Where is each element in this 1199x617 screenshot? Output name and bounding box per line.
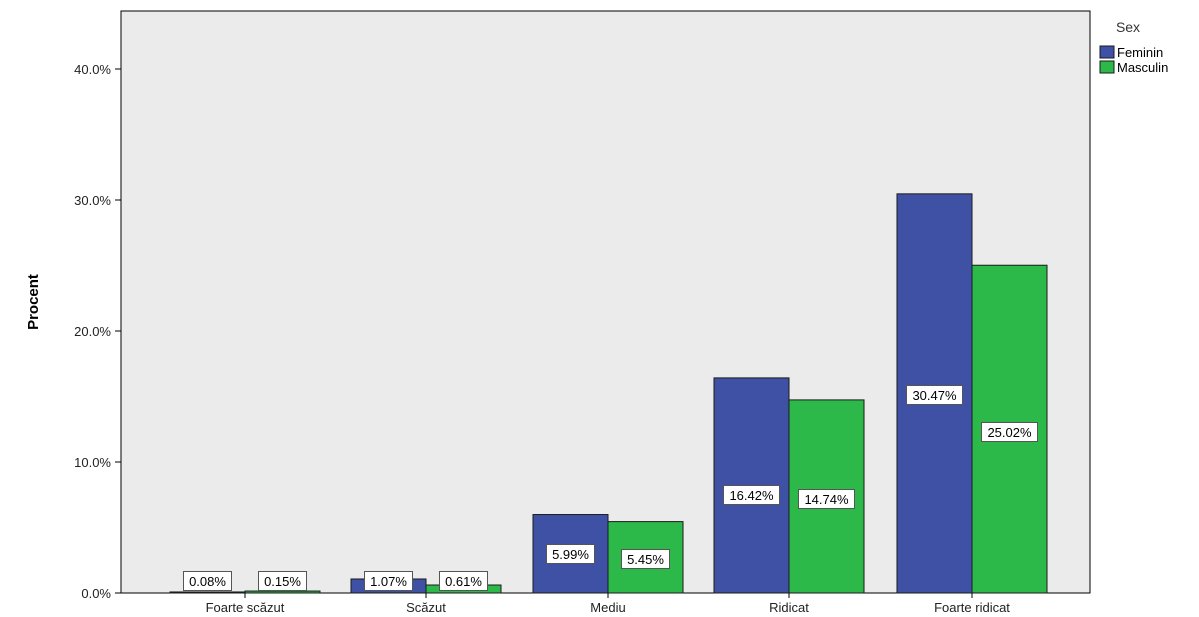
legend-swatch-masculin [1099,60,1115,74]
y-tick-label: 0.0% [81,586,111,601]
data-label-box [258,571,307,591]
data-label-text: 1.07% [370,574,407,589]
legend-swatch-feminin [1099,45,1115,59]
data-label: 1.07% [364,571,413,591]
y-tick-label: 30.0% [74,193,111,208]
data-label-box [621,549,670,569]
data-label-text: 0.61% [445,574,482,589]
data-label: 5.99% [546,544,595,564]
x-tick-label: Ridicat [769,600,809,615]
data-label-box [364,571,413,591]
data-label-text: 5.99% [552,547,589,562]
data-label-box [546,544,595,564]
legend-title: Sex [1116,19,1140,35]
data-label: 0.61% [439,571,488,591]
x-tick-label: Mediu [590,600,625,615]
bars [169,193,1048,594]
data-label-text: 16.42% [729,488,774,503]
data-label-box [439,571,488,591]
y-axis-title: Procent [25,274,42,330]
x-tick-label: Foarte ridicat [934,600,1010,615]
y-axis: 0.0% 10.0% 20.0% 30.0% 40.0% [74,11,122,601]
x-tick-label: Foarte scăzut [206,600,285,615]
data-label-text: 25.02% [987,425,1032,440]
data-label: 0.15% [258,571,307,591]
data-label-box [981,422,1038,442]
data-label-box [906,385,963,405]
data-label-text: 30.47% [912,388,957,403]
data-labels: 0.08% 0.15% 1.07% 0.61% 5.99% 5.45% 16.42% 14.7… [183,385,1038,591]
legend-label-feminin: Feminin [1117,45,1163,60]
bar-masculin [244,590,321,594]
data-label: 25.02% [981,422,1038,442]
data-label: 30.47% [906,385,963,405]
data-label-text: 5.45% [627,552,664,567]
x-axis: Foarte scăzut Scăzut Mediu Ridicat Foarte ri… [206,593,1010,615]
legend-label-masculin: Masculin [1117,60,1168,75]
data-label-box [183,571,232,591]
x-tick-label: Scăzut [406,600,446,615]
y-tick-label: 20.0% [74,324,111,339]
data-label-box [723,485,780,505]
data-label: 5.45% [621,549,670,569]
bar-feminin [169,591,246,594]
y-tick-label: 10.0% [74,455,111,470]
data-label: 14.74% [798,489,855,509]
data-label-text: 0.08% [189,574,226,589]
data-label-text: 14.74% [804,492,849,507]
y-tick-label: 40.0% [74,62,111,77]
data-label-text: 0.15% [264,574,301,589]
data-label: 0.08% [183,571,232,591]
data-label-box [798,489,855,509]
data-label: 16.42% [723,485,780,505]
